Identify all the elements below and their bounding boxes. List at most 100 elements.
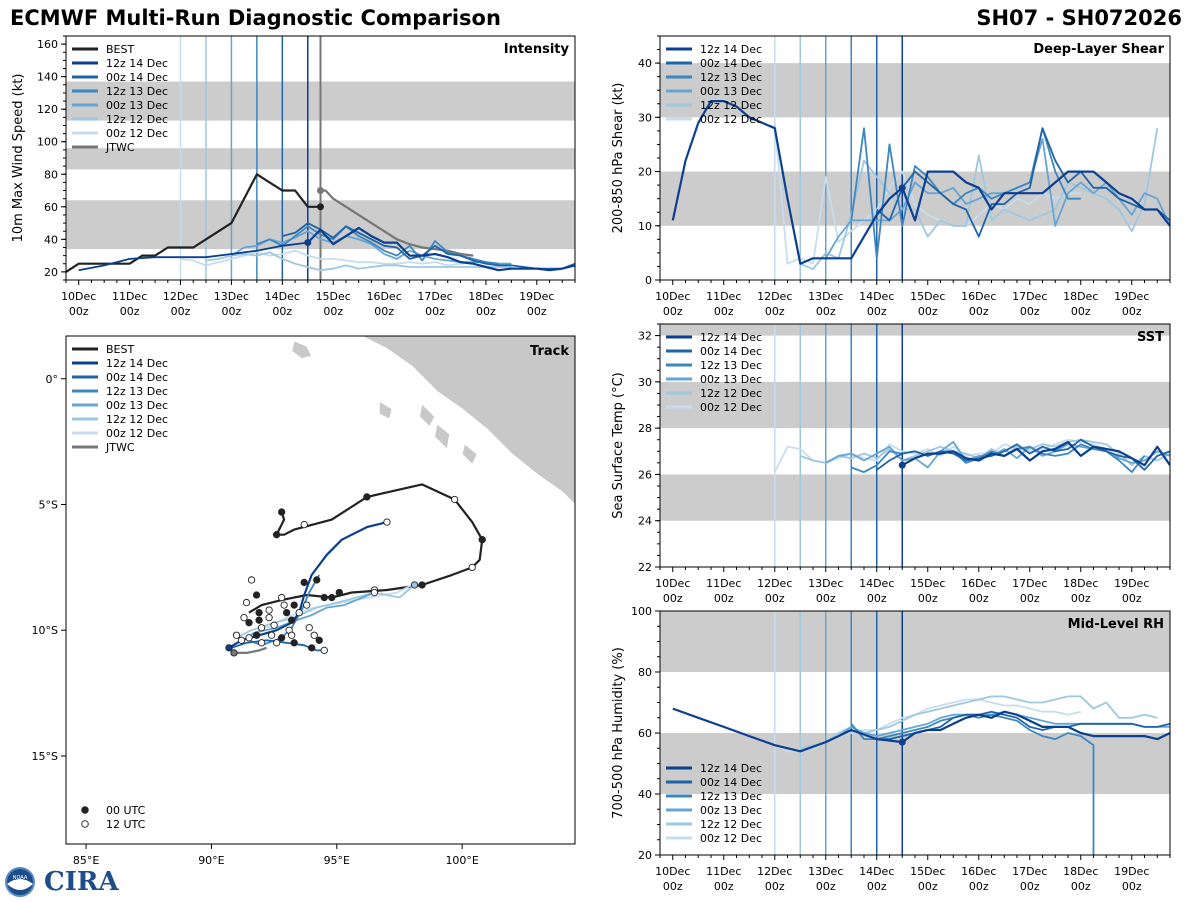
x-tick-label-hour: 00z [476, 305, 496, 318]
x-tick-label-day: 14Dec [265, 290, 300, 303]
land-polygon [434, 423, 451, 451]
figure-title: ECMWF Multi-Run Diagnostic Comparison [10, 6, 501, 30]
x-tick-label-hour: 00z [1071, 305, 1091, 318]
x-tick-label-day: 19Dec [1114, 577, 1149, 590]
lat-tick-label: 5°S [39, 498, 58, 511]
y-tick-label: 160 [37, 38, 58, 51]
x-tick-label-day: 10Dec [655, 865, 690, 878]
panel-title: Mid-Level RH [1068, 617, 1164, 632]
track-marker-BEST [450, 495, 459, 504]
y-axis-label: 200-850 hPa Shear (kt) [611, 83, 626, 234]
track-position-marker [295, 608, 303, 617]
x-tick-label-day: 14Dec [859, 577, 894, 590]
track-position-marker [257, 624, 266, 632]
y-tick-label: 40 [638, 57, 652, 70]
track-position-marker [270, 621, 278, 629]
track-position-marker [237, 636, 246, 644]
map-frame [65, 335, 576, 845]
track-position-marker [283, 608, 291, 617]
lon-tick-label: 95°E [324, 854, 350, 865]
legend-label: 00z 12 Dec [700, 113, 762, 126]
plot-area [660, 324, 1170, 567]
track-position-marker [277, 634, 286, 642]
track-position-marker [308, 644, 316, 652]
track-marker-BEST [277, 508, 286, 516]
y-tick-label: 22 [638, 561, 652, 574]
plot-area [660, 611, 1170, 855]
x-tick-label-day: 13Dec [214, 290, 249, 303]
legend-label: 00z 12 Dec [106, 127, 168, 140]
x-tick-label-day: 10Dec [655, 577, 690, 590]
series-line-r00z12 [773, 122, 1081, 265]
x-tick-label-day: 13Dec [808, 865, 843, 878]
legend-label: 00z 12 Dec [700, 832, 762, 845]
x-tick-label-day: 12Dec [757, 577, 792, 590]
legend-label: JTWC [105, 141, 135, 154]
x-tick-label-hour: 00z [1071, 592, 1091, 605]
track-position-marker [255, 616, 263, 624]
y-tick-label: 60 [638, 727, 652, 740]
track-position-marker [315, 636, 323, 644]
series-line-r12z14 [671, 99, 904, 265]
legend-label: 00z 13 Dec [106, 99, 168, 112]
x-tick-label-hour: 00z [527, 305, 547, 318]
x-tick-label-hour: 00z [714, 305, 734, 318]
marker-legend-symbol [81, 806, 89, 814]
y-tick-label: 80 [44, 168, 58, 181]
lat-tick-label: 10°S [32, 624, 58, 637]
series-line-r12z13 [850, 713, 1095, 855]
threshold-band [660, 611, 1170, 672]
x-tick-label-hour: 00z [120, 305, 140, 318]
x-tick-label-day: 15Dec [910, 290, 945, 303]
track-position-marker [265, 614, 273, 622]
x-tick-label-day: 15Dec [910, 865, 945, 878]
y-tick-label: 28 [638, 422, 652, 435]
legend-label: 12z 13 Dec [700, 71, 762, 84]
y-tick-label: 60 [44, 201, 58, 214]
lon-tick-label: 100°E [445, 854, 478, 865]
panel-title: Deep-Layer Shear [1033, 42, 1164, 57]
track-position-marker [245, 619, 253, 627]
track-marker-BEST [468, 563, 476, 572]
series-line-r12z12 [205, 251, 512, 272]
x-tick-label-hour: 00z [969, 592, 989, 605]
sst-chart: 22 24 26 28 30 32 Sea Surface Temp (°C) 10Dec 00… [611, 323, 1171, 605]
track-position-marker [245, 634, 253, 642]
x-tick-label-day: 18Dec [1063, 290, 1098, 303]
marker-legend-label: 12 UTC [106, 818, 146, 831]
track-position-marker [240, 614, 248, 622]
track-position-marker [280, 601, 288, 609]
x-tick-label-hour: 00z [714, 592, 734, 605]
shear-chart: 0 10 20 30 40 200-850 hPa Shear (kt) 10Dec 00z 1… [611, 35, 1171, 318]
series-line-r12z14 [901, 440, 1170, 467]
track-position-marker [265, 606, 273, 614]
x-tick-label-hour: 00z [171, 305, 191, 318]
x-tick-label-hour: 00z [663, 592, 683, 605]
threshold-band [660, 63, 1170, 118]
x-tick-label-hour: 00z [969, 305, 989, 318]
track-position-marker [290, 639, 298, 647]
legend-label: 12z 13 Dec [700, 359, 762, 372]
series-line-r00z13 [825, 441, 1170, 469]
track-marker-JTWC [230, 649, 238, 657]
y-tick-label: 32 [638, 330, 652, 343]
x-tick-label-hour: 00z [272, 305, 292, 318]
threshold-band [660, 381, 1170, 429]
x-tick-label-hour: 00z [663, 305, 683, 318]
legend-label: 00z 14 Dec [700, 345, 762, 358]
x-tick-label-hour: 00z [1020, 592, 1040, 605]
x-tick-label-hour: 00z [1020, 880, 1040, 893]
y-axis-label: Sea Surface Temp (°C) [611, 372, 626, 519]
y-tick-label: 20 [638, 166, 652, 179]
y-tick-label: 30 [638, 111, 652, 124]
series-line-r12z12 [799, 128, 1159, 271]
x-tick-label-hour: 00z [816, 305, 836, 318]
x-tick-label-day: 13Dec [808, 577, 843, 590]
track-position-marker [277, 593, 286, 602]
series-line-r12z14 [672, 707, 903, 753]
series-line-r00z14 [282, 222, 575, 270]
legend-label: 12z 14 Dec [700, 762, 762, 775]
x-tick-label-hour: 00z [816, 880, 836, 893]
track-position-marker [310, 631, 318, 639]
x-tick-label-hour: 00z [1020, 305, 1040, 318]
